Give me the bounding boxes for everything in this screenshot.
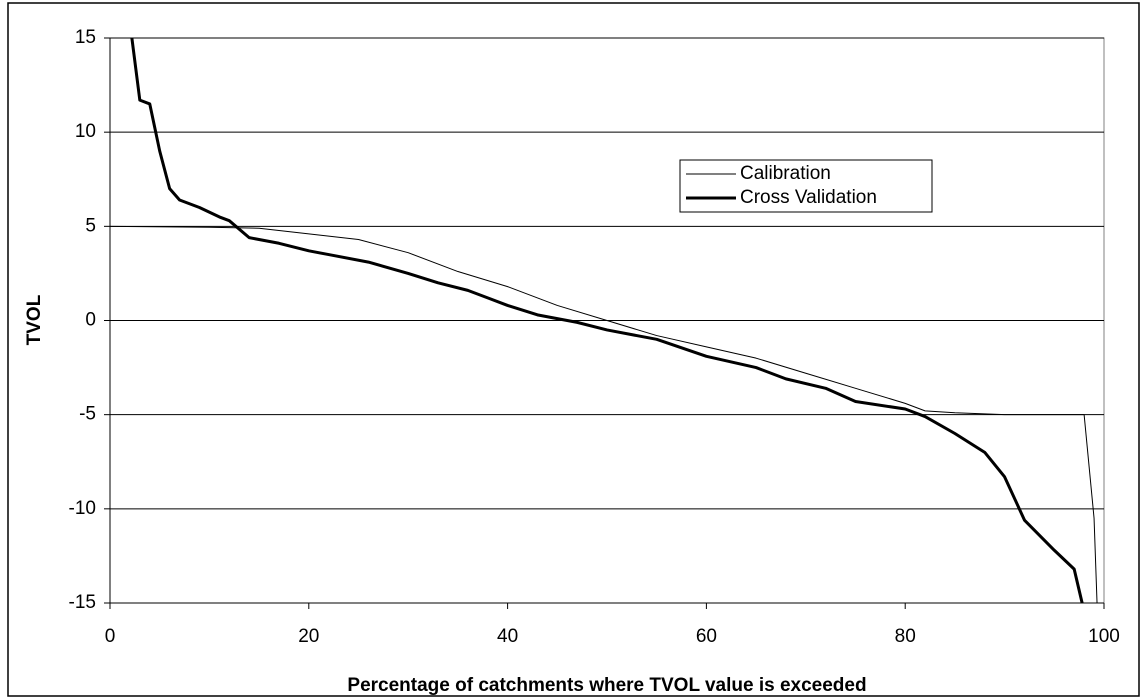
legend-label: Cross Validation: [740, 187, 877, 208]
y-tick-label: 0: [85, 310, 96, 331]
series-line: [130, 37, 1084, 604]
legend-box: [679, 159, 933, 213]
x-tick-label: 0: [105, 626, 116, 647]
x-tick-label: 100: [1088, 626, 1120, 647]
y-tick-label: -10: [69, 498, 96, 519]
y-tick-label: -15: [69, 592, 96, 613]
y-tick-label: 5: [85, 215, 96, 236]
x-tick-label: 40: [497, 626, 518, 647]
x-tick-label: 80: [895, 626, 916, 647]
series-line: [109, 225, 1098, 604]
x-tick-label: 60: [696, 626, 717, 647]
x-tick-label: 20: [298, 626, 319, 647]
y-axis-title: TVOL: [24, 294, 45, 345]
y-tick-label: -5: [79, 404, 96, 425]
y-tick-label: 10: [75, 121, 96, 142]
y-tick-label: 15: [75, 27, 96, 48]
legend-label: Calibration: [740, 163, 831, 184]
x-axis-title: Percentage of catchments where TVOL valu…: [347, 675, 866, 696]
